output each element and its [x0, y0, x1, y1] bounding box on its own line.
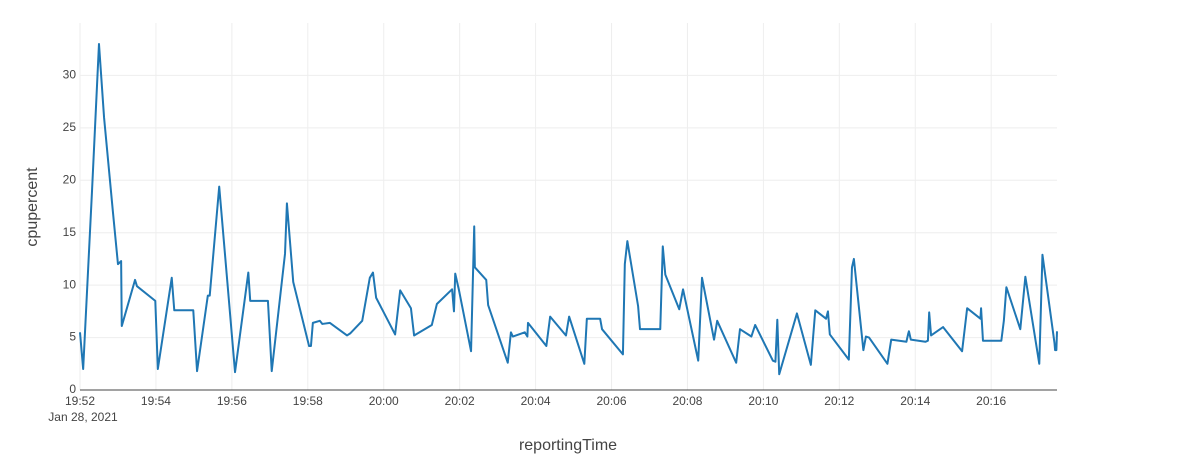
x-tick-label: 20:14 [900, 394, 930, 408]
x-tick-label: 19:52 [65, 394, 95, 408]
x-tick-label: 20:00 [369, 394, 399, 408]
x-tick-label: 20:08 [672, 394, 702, 408]
x-tick-label: 20:16 [976, 394, 1006, 408]
x-tick-label: 19:58 [293, 394, 323, 408]
y-tick-label: 30 [63, 68, 77, 82]
x-tick-label: 20:12 [824, 394, 854, 408]
x-date-label: Jan 28, 2021 [48, 410, 118, 424]
data-line [79, 42, 1058, 376]
x-tick-label: 20:10 [748, 394, 778, 408]
x-tick-label: 19:54 [141, 394, 171, 408]
y-tick-label: 15 [63, 225, 77, 239]
x-tick-label: 20:06 [597, 394, 627, 408]
x-tick-label: 20:02 [445, 394, 475, 408]
y-tick-label: 20 [63, 172, 77, 186]
y-tick-label: 25 [63, 120, 77, 134]
x-tick-label: 19:56 [217, 394, 247, 408]
y-tick-label: 0 [69, 382, 76, 396]
y-axis-title: cpupercent [24, 167, 41, 247]
x-axis-title: reportingTime [519, 437, 617, 454]
y-tick-label: 5 [69, 330, 76, 344]
y-tick-label: 10 [63, 277, 77, 291]
x-tick-label: 20:04 [521, 394, 551, 408]
